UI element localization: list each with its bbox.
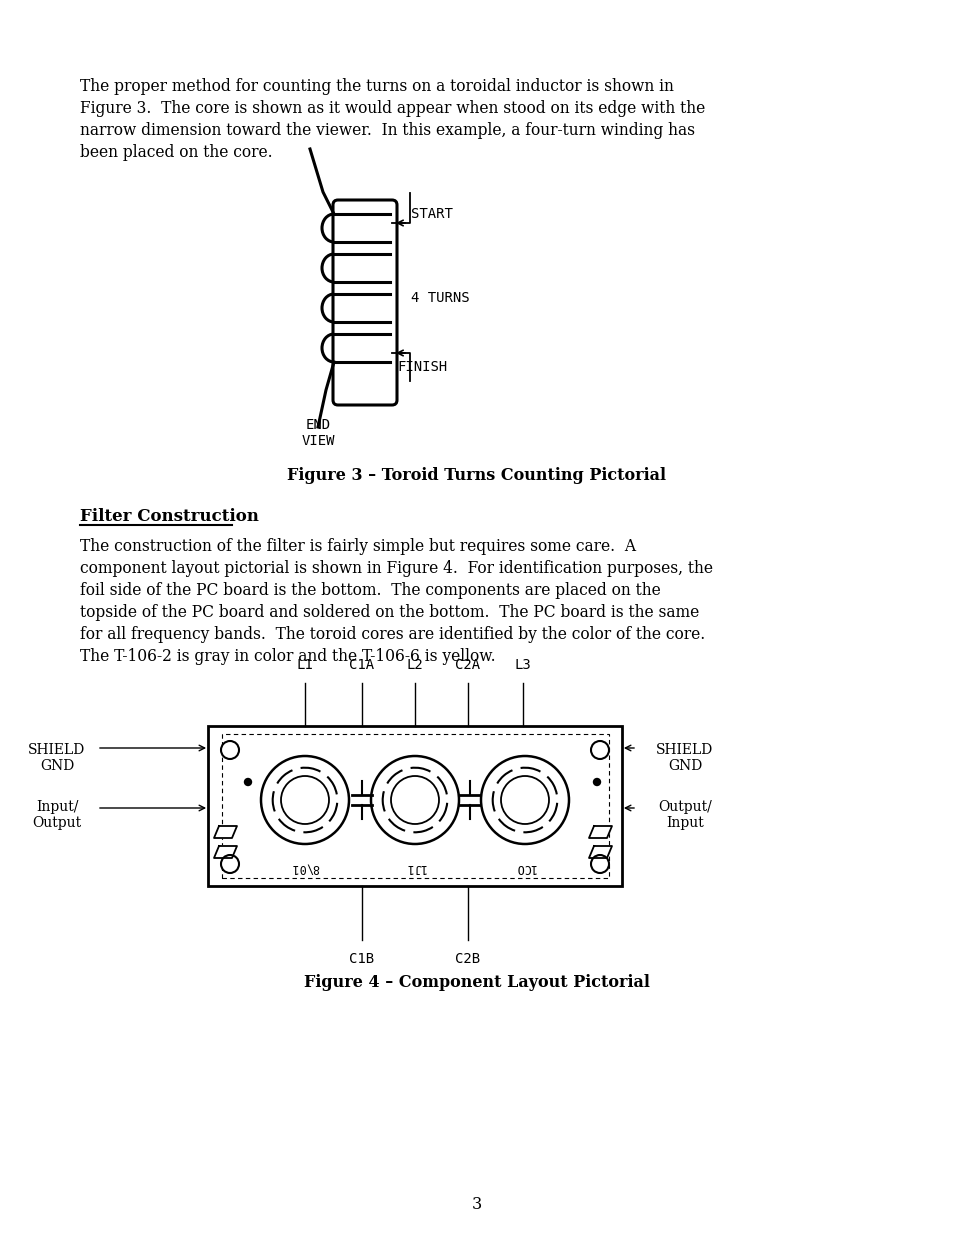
Text: for all frequency bands.  The toroid cores are identified by the color of the co: for all frequency bands. The toroid core… xyxy=(80,626,704,643)
Circle shape xyxy=(590,855,608,873)
Text: Filter Construction: Filter Construction xyxy=(80,508,258,525)
Circle shape xyxy=(480,756,568,844)
Text: Output/: Output/ xyxy=(658,800,711,814)
Text: 4 TURNS: 4 TURNS xyxy=(411,291,469,305)
Circle shape xyxy=(593,778,599,785)
Polygon shape xyxy=(588,846,612,858)
Text: The proper method for counting the turns on a toroidal inductor is shown in: The proper method for counting the turns… xyxy=(80,78,673,95)
Circle shape xyxy=(221,855,239,873)
Bar xyxy=(222,734,608,878)
Circle shape xyxy=(500,776,548,824)
Circle shape xyxy=(261,756,349,844)
Text: L3: L3 xyxy=(514,658,531,672)
Circle shape xyxy=(371,756,458,844)
Text: topside of the PC board and soldered on the bottom.  The PC board is the same: topside of the PC board and soldered on … xyxy=(80,604,699,621)
Text: Output: Output xyxy=(32,816,81,830)
Circle shape xyxy=(221,741,239,760)
Text: C2A: C2A xyxy=(455,658,480,672)
Circle shape xyxy=(244,778,252,785)
Bar xyxy=(208,726,621,885)
Text: Input: Input xyxy=(665,816,703,830)
Text: component layout pictorial is shown in Figure 4.  For identification purposes, t: component layout pictorial is shown in F… xyxy=(80,559,712,577)
Text: L1: L1 xyxy=(296,658,313,672)
Text: 8\01: 8\01 xyxy=(291,862,319,874)
Text: SHIELD: SHIELD xyxy=(29,743,86,757)
Text: narrow dimension toward the viewer.  In this example, a four-turn winding has: narrow dimension toward the viewer. In t… xyxy=(80,122,695,140)
Text: 1J1: 1J1 xyxy=(404,862,425,874)
Polygon shape xyxy=(213,826,236,839)
Polygon shape xyxy=(588,826,612,839)
Text: END: END xyxy=(305,417,331,432)
Text: C1A: C1A xyxy=(349,658,375,672)
Text: C2B: C2B xyxy=(455,952,480,966)
Text: SHIELD: SHIELD xyxy=(656,743,713,757)
Text: Figure 3 – Toroid Turns Counting Pictorial: Figure 3 – Toroid Turns Counting Pictori… xyxy=(287,467,666,484)
Text: The T-106-2 is gray in color and the T-106-6 is yellow.: The T-106-2 is gray in color and the T-1… xyxy=(80,648,496,664)
Polygon shape xyxy=(213,846,236,858)
Text: GND: GND xyxy=(667,760,701,773)
Text: 1CO: 1CO xyxy=(514,862,536,874)
Text: L2: L2 xyxy=(406,658,423,672)
Circle shape xyxy=(281,776,329,824)
Text: Input/: Input/ xyxy=(36,800,78,814)
Text: VIEW: VIEW xyxy=(301,433,335,448)
Text: START: START xyxy=(411,207,453,221)
Text: Figure 4 – Component Layout Pictorial: Figure 4 – Component Layout Pictorial xyxy=(304,974,649,990)
Text: foil side of the PC board is the bottom.  The components are placed on the: foil side of the PC board is the bottom.… xyxy=(80,582,660,599)
Text: C1B: C1B xyxy=(349,952,375,966)
Text: Figure 3.  The core is shown as it would appear when stood on its edge with the: Figure 3. The core is shown as it would … xyxy=(80,100,704,117)
Text: been placed on the core.: been placed on the core. xyxy=(80,144,273,161)
Text: The construction of the filter is fairly simple but requires some care.  A: The construction of the filter is fairly… xyxy=(80,538,636,555)
Text: FINISH: FINISH xyxy=(396,359,447,374)
Text: GND: GND xyxy=(40,760,74,773)
FancyBboxPatch shape xyxy=(333,200,396,405)
Text: 3: 3 xyxy=(472,1195,481,1213)
Circle shape xyxy=(391,776,438,824)
Circle shape xyxy=(590,741,608,760)
